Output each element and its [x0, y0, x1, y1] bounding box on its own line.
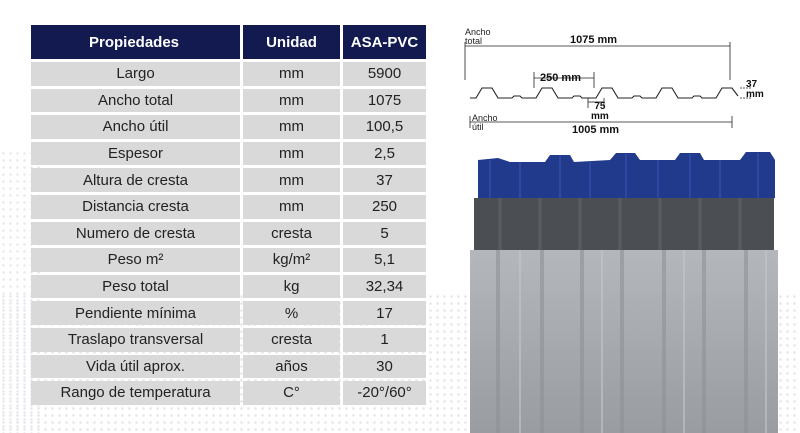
- property-cell: Rango de temperatura: [31, 381, 240, 405]
- ancho-util-label: Ancho útil: [472, 114, 498, 132]
- ancho-util-label-line2: útil: [472, 122, 484, 132]
- unit-cell: mm: [243, 115, 340, 139]
- value-cell: 5900: [343, 62, 426, 86]
- value-cell: 37: [343, 168, 426, 192]
- property-cell: Altura de cresta: [31, 168, 240, 192]
- property-cell: Vida útil aprox.: [31, 354, 240, 379]
- property-cell: Espesor: [31, 141, 240, 166]
- property-cell: Ancho total: [31, 88, 240, 113]
- unit-cell: mm: [243, 62, 340, 86]
- unit-cell: años: [243, 354, 340, 379]
- unit-cell: kg/m²: [243, 248, 340, 272]
- table-row: Ancho total mm 1075: [31, 88, 426, 113]
- property-cell: Distancia cresta: [31, 194, 240, 219]
- property-cell: Peso total: [31, 274, 240, 299]
- unit-cell: kg: [243, 274, 340, 299]
- table-row: Numero de cresta cresta 5: [31, 221, 426, 246]
- ancho-total-label-line2: total: [465, 36, 483, 46]
- header-properties: Propiedades: [31, 25, 240, 59]
- dark-sheet-layer: [474, 198, 774, 250]
- unit-cell: mm: [243, 88, 340, 113]
- property-cell: Peso m²: [31, 248, 240, 272]
- value-cell: 2,5: [343, 141, 426, 166]
- unit-cell: C°: [243, 381, 340, 405]
- ancho-total-label-line1: Ancho: [465, 27, 491, 37]
- ancho-total-value: 1075 mm: [570, 34, 618, 46]
- unit-cell: mm: [243, 168, 340, 192]
- table-row: Altura de cresta mm 37: [31, 168, 426, 192]
- spec-table: Propiedades Unidad ASA-PVC Largo mm 5900 A…: [28, 22, 429, 408]
- value-cell: 30: [343, 354, 426, 379]
- crest-top-unit: mm: [591, 111, 609, 122]
- table-row: Espesor mm 2,5: [31, 141, 426, 166]
- value-cell: 5,1: [343, 248, 426, 272]
- property-cell: Pendiente mínima: [31, 301, 240, 325]
- height-value: 37 mm: [746, 80, 764, 100]
- property-cell: Traslapo transversal: [31, 327, 240, 352]
- table-row: Peso m² kg/m² 5,1: [31, 248, 426, 272]
- value-cell: -20°/60°: [343, 381, 426, 405]
- table-row: Distancia cresta mm 250: [31, 194, 426, 219]
- value-cell: 5: [343, 221, 426, 246]
- profile-drawing: [464, 42, 752, 128]
- header-asa-pvc: ASA-PVC: [343, 25, 426, 59]
- crest-top-value: 75 mm: [591, 102, 609, 122]
- value-cell: 1: [343, 327, 426, 352]
- table-row: Largo mm 5900: [31, 62, 426, 86]
- unit-cell: cresta: [243, 327, 340, 352]
- ancho-util-label-line1: Ancho: [472, 113, 498, 123]
- unit-cell: mm: [243, 194, 340, 219]
- value-cell: 1075: [343, 88, 426, 113]
- table-row: Traslapo transversal cresta 1: [31, 327, 426, 352]
- table-row: Peso total kg 32,34: [31, 274, 426, 299]
- value-cell: 32,34: [343, 274, 426, 299]
- header-unit: Unidad: [243, 25, 340, 59]
- unit-cell: cresta: [243, 221, 340, 246]
- property-cell: Numero de cresta: [31, 221, 240, 246]
- value-cell: 100,5: [343, 115, 426, 139]
- property-cell: Largo: [31, 62, 240, 86]
- roof-sheet-illustration: [470, 152, 778, 433]
- ancho-total-label: Ancho total: [465, 28, 491, 46]
- table-row: Rango de temperatura C° -20°/60°: [31, 381, 426, 405]
- table-row: Ancho útil mm 100,5: [31, 115, 426, 139]
- height-number: 37: [746, 79, 758, 90]
- profile-diagram: Ancho total 1075 mm 250 mm 75 mm 37 mm A…: [460, 28, 800, 138]
- property-cell: Ancho útil: [31, 115, 240, 139]
- table-row: Pendiente mínima% 17: [31, 301, 426, 325]
- value-cell: 17: [343, 301, 426, 325]
- crest-top-number: 75: [594, 101, 606, 112]
- height-unit: mm: [746, 89, 764, 100]
- crest-distance-value: 250 mm: [540, 72, 581, 84]
- unit-cell: mm: [243, 141, 340, 166]
- unit-cell: %: [243, 301, 340, 325]
- ancho-util-value: 1005 mm: [572, 124, 620, 136]
- table-header-row: Propiedades Unidad ASA-PVC: [31, 25, 426, 59]
- table-row: Vida útil aprox. años 30: [31, 354, 426, 379]
- value-cell: 250: [343, 194, 426, 219]
